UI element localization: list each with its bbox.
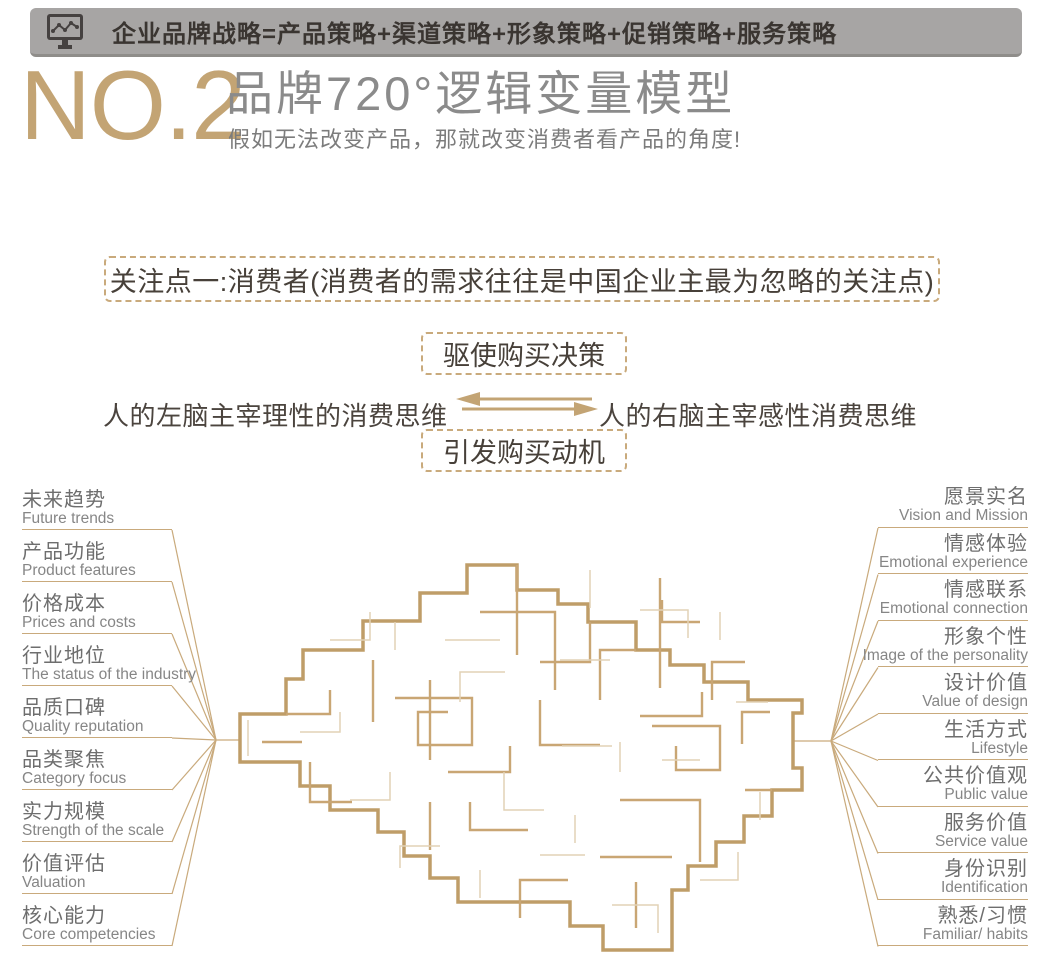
attribute-label-en: The status of the industry	[22, 665, 197, 683]
left-connector-fan	[171, 529, 240, 947]
attribute-label-en: Quality reputation	[22, 717, 144, 735]
attribute-item: 行业地位 The status of the industry	[22, 634, 197, 686]
attribute-label-en: Familiar/ habits	[922, 925, 1028, 943]
attribute-label-en: Category focus	[22, 769, 127, 787]
attribute-label-en: Public value	[944, 786, 1028, 804]
focus-point-box: 关注点一:消费者(消费者的需求往往是中国企业主最为忽略的关注点)	[104, 256, 940, 302]
attribute-item: 品质口碑 Quality reputation	[22, 686, 172, 738]
attribute-item: 设计价值 Value of design	[878, 667, 1028, 714]
motivation-box: 引发购买动机	[421, 429, 627, 472]
attribute-label-zh: 产品功能	[22, 540, 106, 563]
decision-box: 驱使购买决策	[421, 332, 627, 375]
exchange-arrows-icon	[456, 392, 598, 416]
attribute-item: 产品功能 Product features	[22, 530, 172, 582]
attribute-item: 品类聚焦 Category focus	[22, 738, 172, 790]
attribute-label-zh: 设计价值	[944, 672, 1028, 695]
attribute-label-en: Lifestyle	[971, 739, 1028, 757]
attribute-label-zh: 形象个性	[944, 625, 1028, 648]
right-connector-fan	[793, 527, 879, 947]
attribute-label-zh: 品类聚焦	[22, 748, 106, 771]
attribute-label-zh: 熟悉/习惯	[937, 904, 1028, 927]
attribute-label-zh: 身份识别	[944, 858, 1028, 881]
section-title-block: 品牌720°逻辑变量模型 假如无法改变产品，那就改变消费者看产品的角度!	[226, 68, 741, 154]
attribute-item: 情感联系 Emotional connection	[878, 574, 1028, 621]
top-banner: 企业品牌战略=产品策略+渠道策略+形象策略+促销策略+服务策略	[30, 8, 1022, 57]
attribute-label-zh: 生活方式	[944, 718, 1028, 741]
page-title: 品牌720°逻辑变量模型	[226, 67, 736, 120]
attribute-label-en: Strength of the scale	[22, 821, 165, 839]
attribute-label-en: Value of design	[922, 693, 1028, 711]
attribute-item: 核心能力 Core competencies	[22, 894, 172, 946]
presentation-chart-icon	[44, 11, 86, 51]
attribute-label-zh: 未来趋势	[22, 488, 106, 511]
attribute-item: 价值评估 Valuation	[22, 842, 172, 894]
attribute-label-en: Vision and Mission	[899, 507, 1028, 525]
attribute-label-zh: 公共价值观	[923, 765, 1028, 788]
attribute-item: 身份识别 Identification	[878, 853, 1028, 900]
attribute-label-en: Image of the personality	[862, 646, 1028, 664]
left-brain-text: 人的左脑主宰理性的消费思维	[103, 401, 448, 431]
attribute-item: 生活方式 Lifestyle	[878, 714, 1028, 760]
attribute-label-zh: 愿景实名	[944, 486, 1028, 509]
banner-formula-text: 企业品牌战略=产品策略+渠道策略+形象策略+促销策略+服务策略	[112, 20, 838, 48]
attribute-label-zh: 情感体验	[944, 532, 1028, 555]
brain-maze-graphic	[238, 563, 804, 952]
attribute-label-zh: 价格成本	[22, 592, 106, 615]
attribute-item: 形象个性 Image of the personality	[863, 621, 1028, 667]
attribute-label-en: Emotional experience	[878, 553, 1028, 571]
attribute-label-zh: 价值评估	[22, 852, 106, 875]
attribute-label-en: Emotional connection	[879, 600, 1028, 618]
attribute-item: 服务价值 Service value	[878, 807, 1028, 853]
section-number: NO.2	[20, 50, 246, 160]
attribute-item: 情感体验 Emotional experience	[878, 528, 1028, 574]
attribute-label-zh: 实力规模	[22, 800, 106, 823]
motivation-box-text: 引发购买动机	[443, 438, 605, 468]
attribute-label-en: Future trends	[22, 509, 115, 527]
attribute-label-en: Prices and costs	[22, 613, 136, 631]
attribute-label-en: Core competencies	[22, 925, 156, 943]
focus-point-text: 关注点一:消费者(消费者的需求往往是中国企业主最为忽略的关注点)	[109, 266, 935, 297]
attribute-label-en: Product features	[22, 561, 136, 579]
attribute-item: 价格成本 Prices and costs	[22, 582, 172, 634]
attribute-label-zh: 行业地位	[22, 644, 106, 667]
attribute-item: 未来趋势 Future trends	[22, 478, 172, 530]
attribute-item: 公共价值观 Public value	[878, 760, 1028, 807]
attribute-label-en: Identification	[940, 879, 1028, 897]
attribute-item: 熟悉/习惯 Familiar/ habits	[878, 900, 1028, 946]
page-subtitle: 假如无法改变产品，那就改变消费者看产品的角度!	[228, 126, 742, 152]
attribute-item: 实力规模 Strength of the scale	[22, 790, 172, 842]
attribute-label-zh: 品质口碑	[22, 696, 106, 719]
rational-attributes-list: 未来趋势 Future trends 产品功能 Product features…	[22, 478, 197, 946]
attribute-label-zh: 核心能力	[22, 904, 106, 927]
decision-box-text: 驱使购买决策	[443, 341, 605, 371]
attribute-label-zh: 服务价值	[944, 811, 1028, 834]
attribute-item: 愿景实名 Vision and Mission	[878, 481, 1028, 528]
attribute-label-zh: 情感联系	[944, 579, 1028, 602]
attribute-label-en: Service value	[934, 832, 1028, 850]
emotional-attributes-list: 愿景实名 Vision and Mission 情感体验 Emotional e…	[863, 481, 1028, 946]
attribute-label-en: Valuation	[22, 873, 86, 891]
right-brain-text: 人的右脑主宰感性消费思维	[599, 401, 918, 431]
